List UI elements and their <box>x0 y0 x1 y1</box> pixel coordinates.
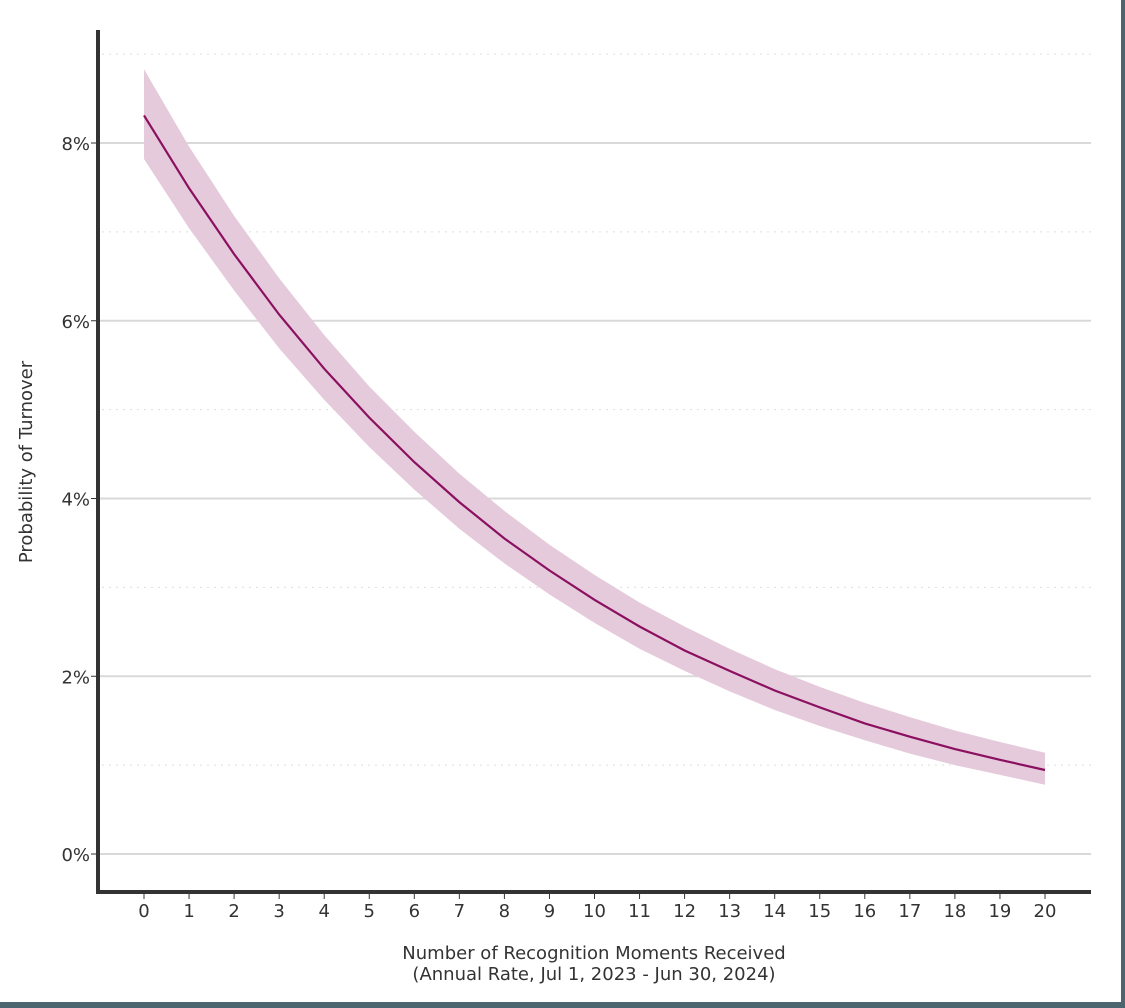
y-tick-label: 2% <box>61 667 90 688</box>
x-axis-title: Number of Recognition Moments Received <box>402 943 785 964</box>
y-axis-title: Probability of Turnover <box>16 360 37 563</box>
y-tick-label: 8% <box>61 134 90 155</box>
x-tick-label: 6 <box>409 901 420 922</box>
x-axis-subtitle: (Annual Rate, Jul 1, 2023 - Jun 30, 2024… <box>412 964 775 985</box>
x-tick-label: 19 <box>988 901 1011 922</box>
x-tick-label: 7 <box>454 901 465 922</box>
x-tick-label: 1 <box>183 901 194 922</box>
confidence-band <box>144 69 1045 785</box>
x-tick-label: 18 <box>943 901 966 922</box>
x-tick-label: 10 <box>583 901 606 922</box>
x-tick-label: 0 <box>138 901 149 922</box>
y-tick-label: 6% <box>61 312 90 333</box>
x-axis-ticks: 0 1 2 3 4 5 6 7 8 9 10 11 12 13 14 15 16 17 18 19 20 <box>138 894 1056 922</box>
y-tick-label: 0% <box>61 845 90 866</box>
x-tick-label: 9 <box>544 901 555 922</box>
x-tick-label: 15 <box>808 901 831 922</box>
x-tick-label: 2 <box>228 901 239 922</box>
x-tick-label: 14 <box>763 901 786 922</box>
x-tick-label: 4 <box>318 901 329 922</box>
x-tick-label: 11 <box>628 901 651 922</box>
y-axis-ticks: 0% 2% 4% 6% 8% <box>61 134 96 866</box>
x-tick-label: 8 <box>499 901 510 922</box>
x-tick-label: 13 <box>718 901 741 922</box>
x-tick-label: 20 <box>1034 901 1057 922</box>
x-tick-label: 16 <box>853 901 876 922</box>
x-tick-label: 12 <box>673 901 696 922</box>
axes <box>96 30 1091 894</box>
trend-line <box>143 114 1046 772</box>
x-tick-label: 5 <box>364 901 375 922</box>
minor-gridlines <box>102 53 1091 766</box>
x-tick-label: 17 <box>898 901 921 922</box>
x-tick-label: 3 <box>273 901 284 922</box>
y-tick-label: 4% <box>61 490 90 511</box>
